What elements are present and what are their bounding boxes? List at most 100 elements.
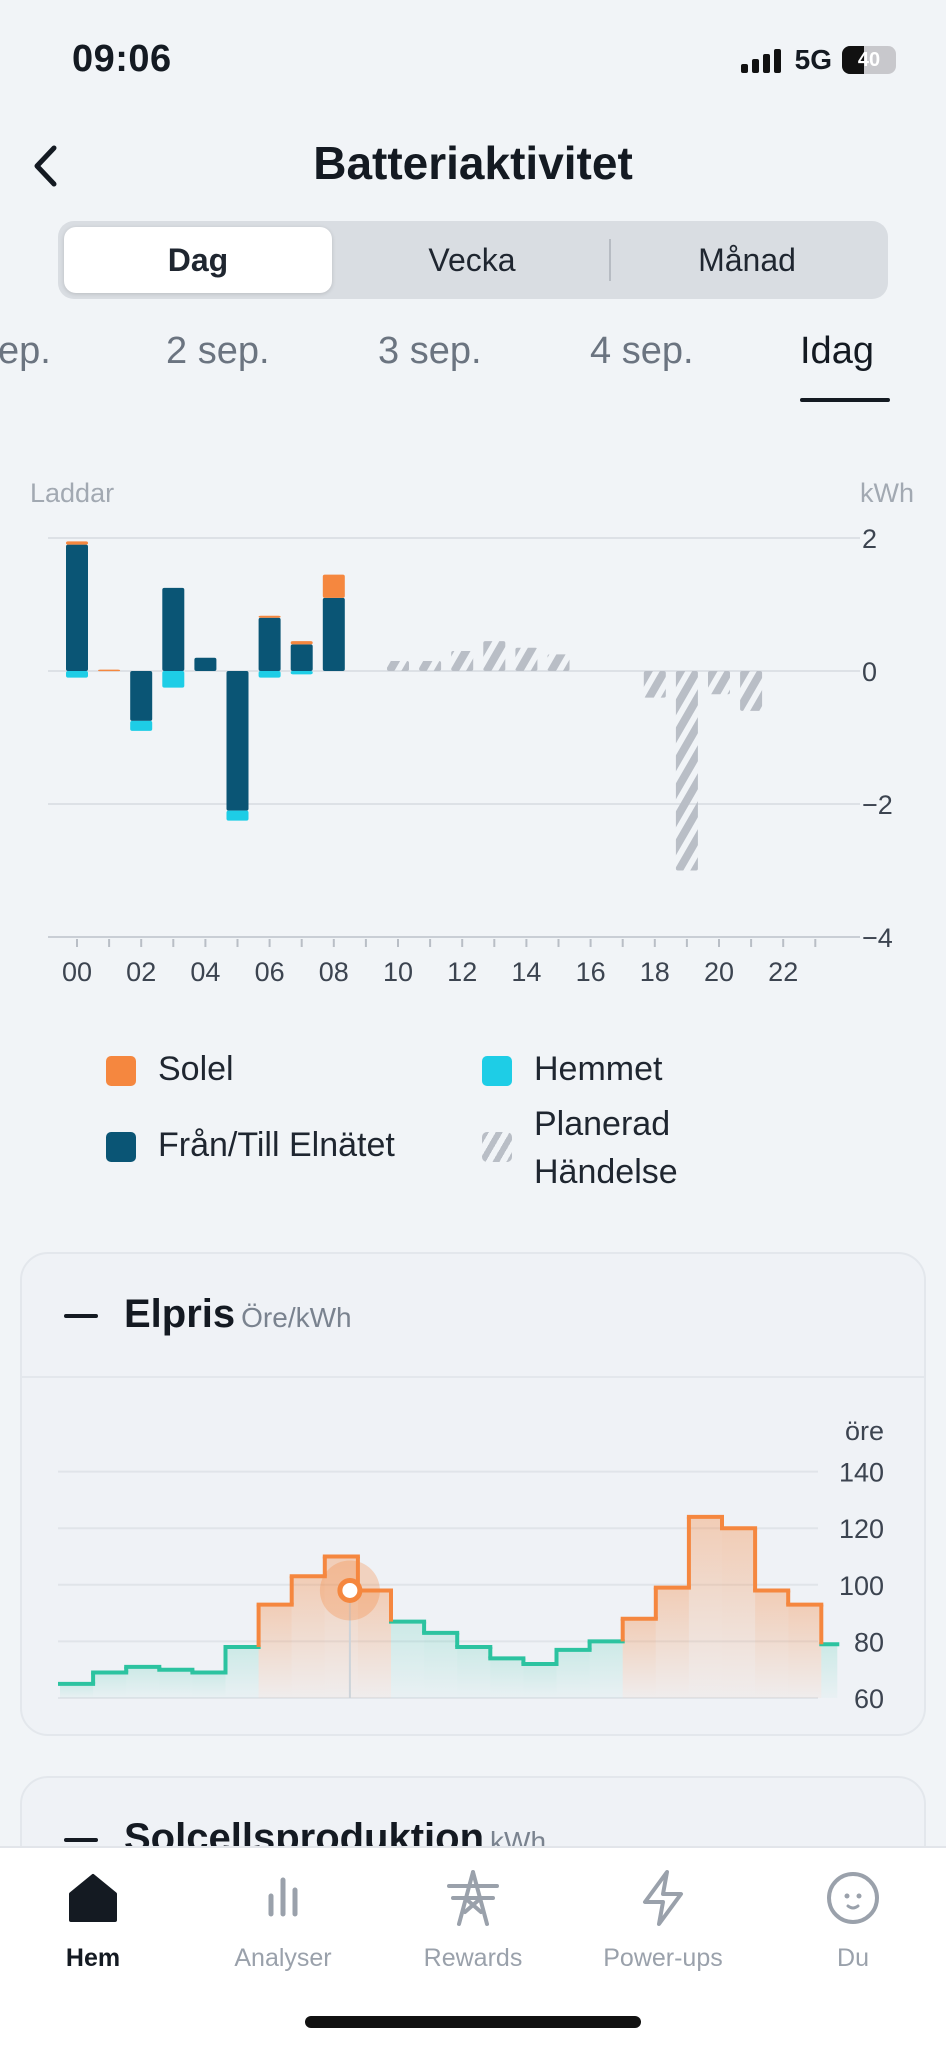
active-day-underline — [800, 398, 890, 402]
bar-planerad — [419, 661, 442, 671]
x-tick-label: 20 — [704, 957, 734, 987]
chart-left-label: Laddar — [30, 478, 114, 508]
bar-planerad — [451, 651, 474, 671]
day-item-today[interactable]: Idag — [800, 330, 874, 372]
y-tick-label: 60 — [854, 1684, 884, 1714]
bar-hemmet — [162, 671, 185, 688]
legend-swatch-hatched — [482, 1132, 512, 1162]
price-area — [556, 1649, 590, 1698]
legend-label: Hemmet — [534, 1050, 663, 1088]
bar-solel — [66, 541, 88, 545]
tab-label: Hem — [65, 1944, 121, 1972]
x-tick-label: 22 — [768, 957, 798, 987]
elpris-card: Elpris Öre/kWh öre 140 120 100 80 60 — [20, 1252, 926, 1736]
network-type: 5G — [794, 44, 832, 75]
legend-swatch — [106, 1132, 136, 1162]
bottom-tab-bar: Hem Analyser Rewards Power-ups Du — [0, 1846, 946, 2048]
bar-solel — [258, 615, 281, 618]
price-area — [126, 1666, 160, 1698]
tab-du[interactable]: Du — [763, 1866, 943, 1973]
price-axis-unit: öre — [845, 1416, 884, 1446]
legend-item-elnatet: Från/Till Elnätet — [106, 1126, 395, 1165]
tab-analyser[interactable]: Analyser — [193, 1866, 373, 1973]
status-time: 09:06 — [72, 38, 172, 80]
y-tick-label: −2 — [862, 790, 893, 820]
tab-label: Rewards — [423, 1944, 523, 1972]
elpris-title-text: Elpris — [124, 1292, 236, 1336]
lightning-icon — [643, 1870, 683, 1926]
day-item[interactable]: 2 sep. — [166, 330, 270, 372]
y-tick-label: 140 — [839, 1458, 884, 1488]
price-area — [159, 1669, 193, 1698]
segment-manad[interactable]: Månad — [698, 242, 796, 278]
period-segmented-control: Dag Vecka Månad — [58, 221, 888, 299]
x-tick-label: 16 — [576, 957, 606, 987]
tab-label: Analyser — [234, 1944, 332, 1972]
y-tick-label: −4 — [862, 923, 893, 953]
collapse-dash-icon — [64, 1314, 98, 1318]
bar-grid — [226, 671, 249, 811]
price-area — [424, 1632, 458, 1698]
legend-label: Från/Till Elnätet — [158, 1126, 395, 1164]
bar-planerad — [547, 654, 570, 671]
y-tick-label: 2 — [862, 524, 877, 554]
segment-dag[interactable]: Dag — [64, 227, 332, 293]
bar-grid — [66, 544, 88, 671]
tab-power-ups[interactable]: Power-ups — [573, 1866, 753, 1973]
price-area — [523, 1664, 557, 1698]
page-title: Batteriaktivitet — [313, 137, 633, 189]
legend-label: Planerad Händelse — [534, 1100, 678, 1196]
battery-level: 40 — [857, 49, 881, 71]
nav-header: Batteriaktivitet — [0, 128, 946, 208]
bar-hemmet — [66, 671, 88, 678]
tab-rewards[interactable]: Rewards — [383, 1866, 563, 1973]
segment-vecka[interactable]: Vecka — [428, 242, 516, 278]
tab-label: Power-ups — [603, 1944, 723, 1972]
day-item[interactable]: ep. — [0, 330, 51, 372]
elpris-card-header[interactable]: Elpris Öre/kWh — [22, 1254, 924, 1378]
power-tower-icon — [447, 1870, 499, 1926]
bar-grid — [130, 671, 153, 721]
price-area — [490, 1658, 524, 1698]
home-indicator — [305, 2016, 641, 2028]
chart-unit-label: kWh — [860, 478, 914, 508]
price-area — [225, 1647, 259, 1698]
bar-grid — [322, 597, 345, 671]
back-chevron-icon[interactable] — [20, 138, 76, 194]
chart-legend: Solel Hemmet Från/Till Elnätet Planerad … — [0, 1040, 946, 1200]
legend-swatch — [106, 1056, 136, 1086]
bar-grid — [194, 657, 217, 671]
day-selector: ep. 2 sep. 3 sep. 4 sep. Idag — [0, 330, 946, 410]
x-tick-label: 00 — [62, 957, 92, 987]
legend-swatch — [482, 1056, 512, 1086]
status-indicators: 5G 40 — [740, 44, 896, 76]
elpris-unit: Öre/kWh — [241, 1302, 352, 1333]
elpris-title: Elpris Öre/kWh — [124, 1292, 352, 1337]
price-area — [722, 1528, 756, 1698]
x-tick-label: 04 — [190, 957, 220, 987]
day-item[interactable]: 4 sep. — [590, 330, 694, 372]
price-area — [589, 1641, 623, 1698]
bar-hemmet — [226, 810, 249, 821]
y-tick-label: 0 — [862, 657, 877, 687]
signal-icon — [740, 47, 781, 73]
home-icon — [69, 1874, 117, 1922]
bar-hemmet — [290, 671, 313, 675]
bar-chart-icon — [268, 1877, 298, 1917]
bar-grid — [258, 617, 281, 671]
price-area — [788, 1604, 822, 1698]
x-tick-label: 02 — [126, 957, 156, 987]
bar-hemmet — [258, 671, 281, 678]
segment-divider — [609, 239, 611, 281]
day-item[interactable]: 3 sep. — [378, 330, 482, 372]
x-tick-label: 10 — [383, 957, 413, 987]
x-tick-label: 18 — [640, 957, 670, 987]
tab-hem[interactable]: Hem — [3, 1866, 183, 1973]
bar-planerad — [643, 671, 666, 698]
tab-label: Du — [837, 1944, 869, 1972]
current-price-marker — [337, 1577, 363, 1603]
bar-solel — [98, 669, 121, 672]
legend-item-hemmet: Hemmet — [482, 1050, 662, 1089]
legend-label: Solel — [158, 1050, 234, 1088]
price-area — [291, 1576, 325, 1698]
